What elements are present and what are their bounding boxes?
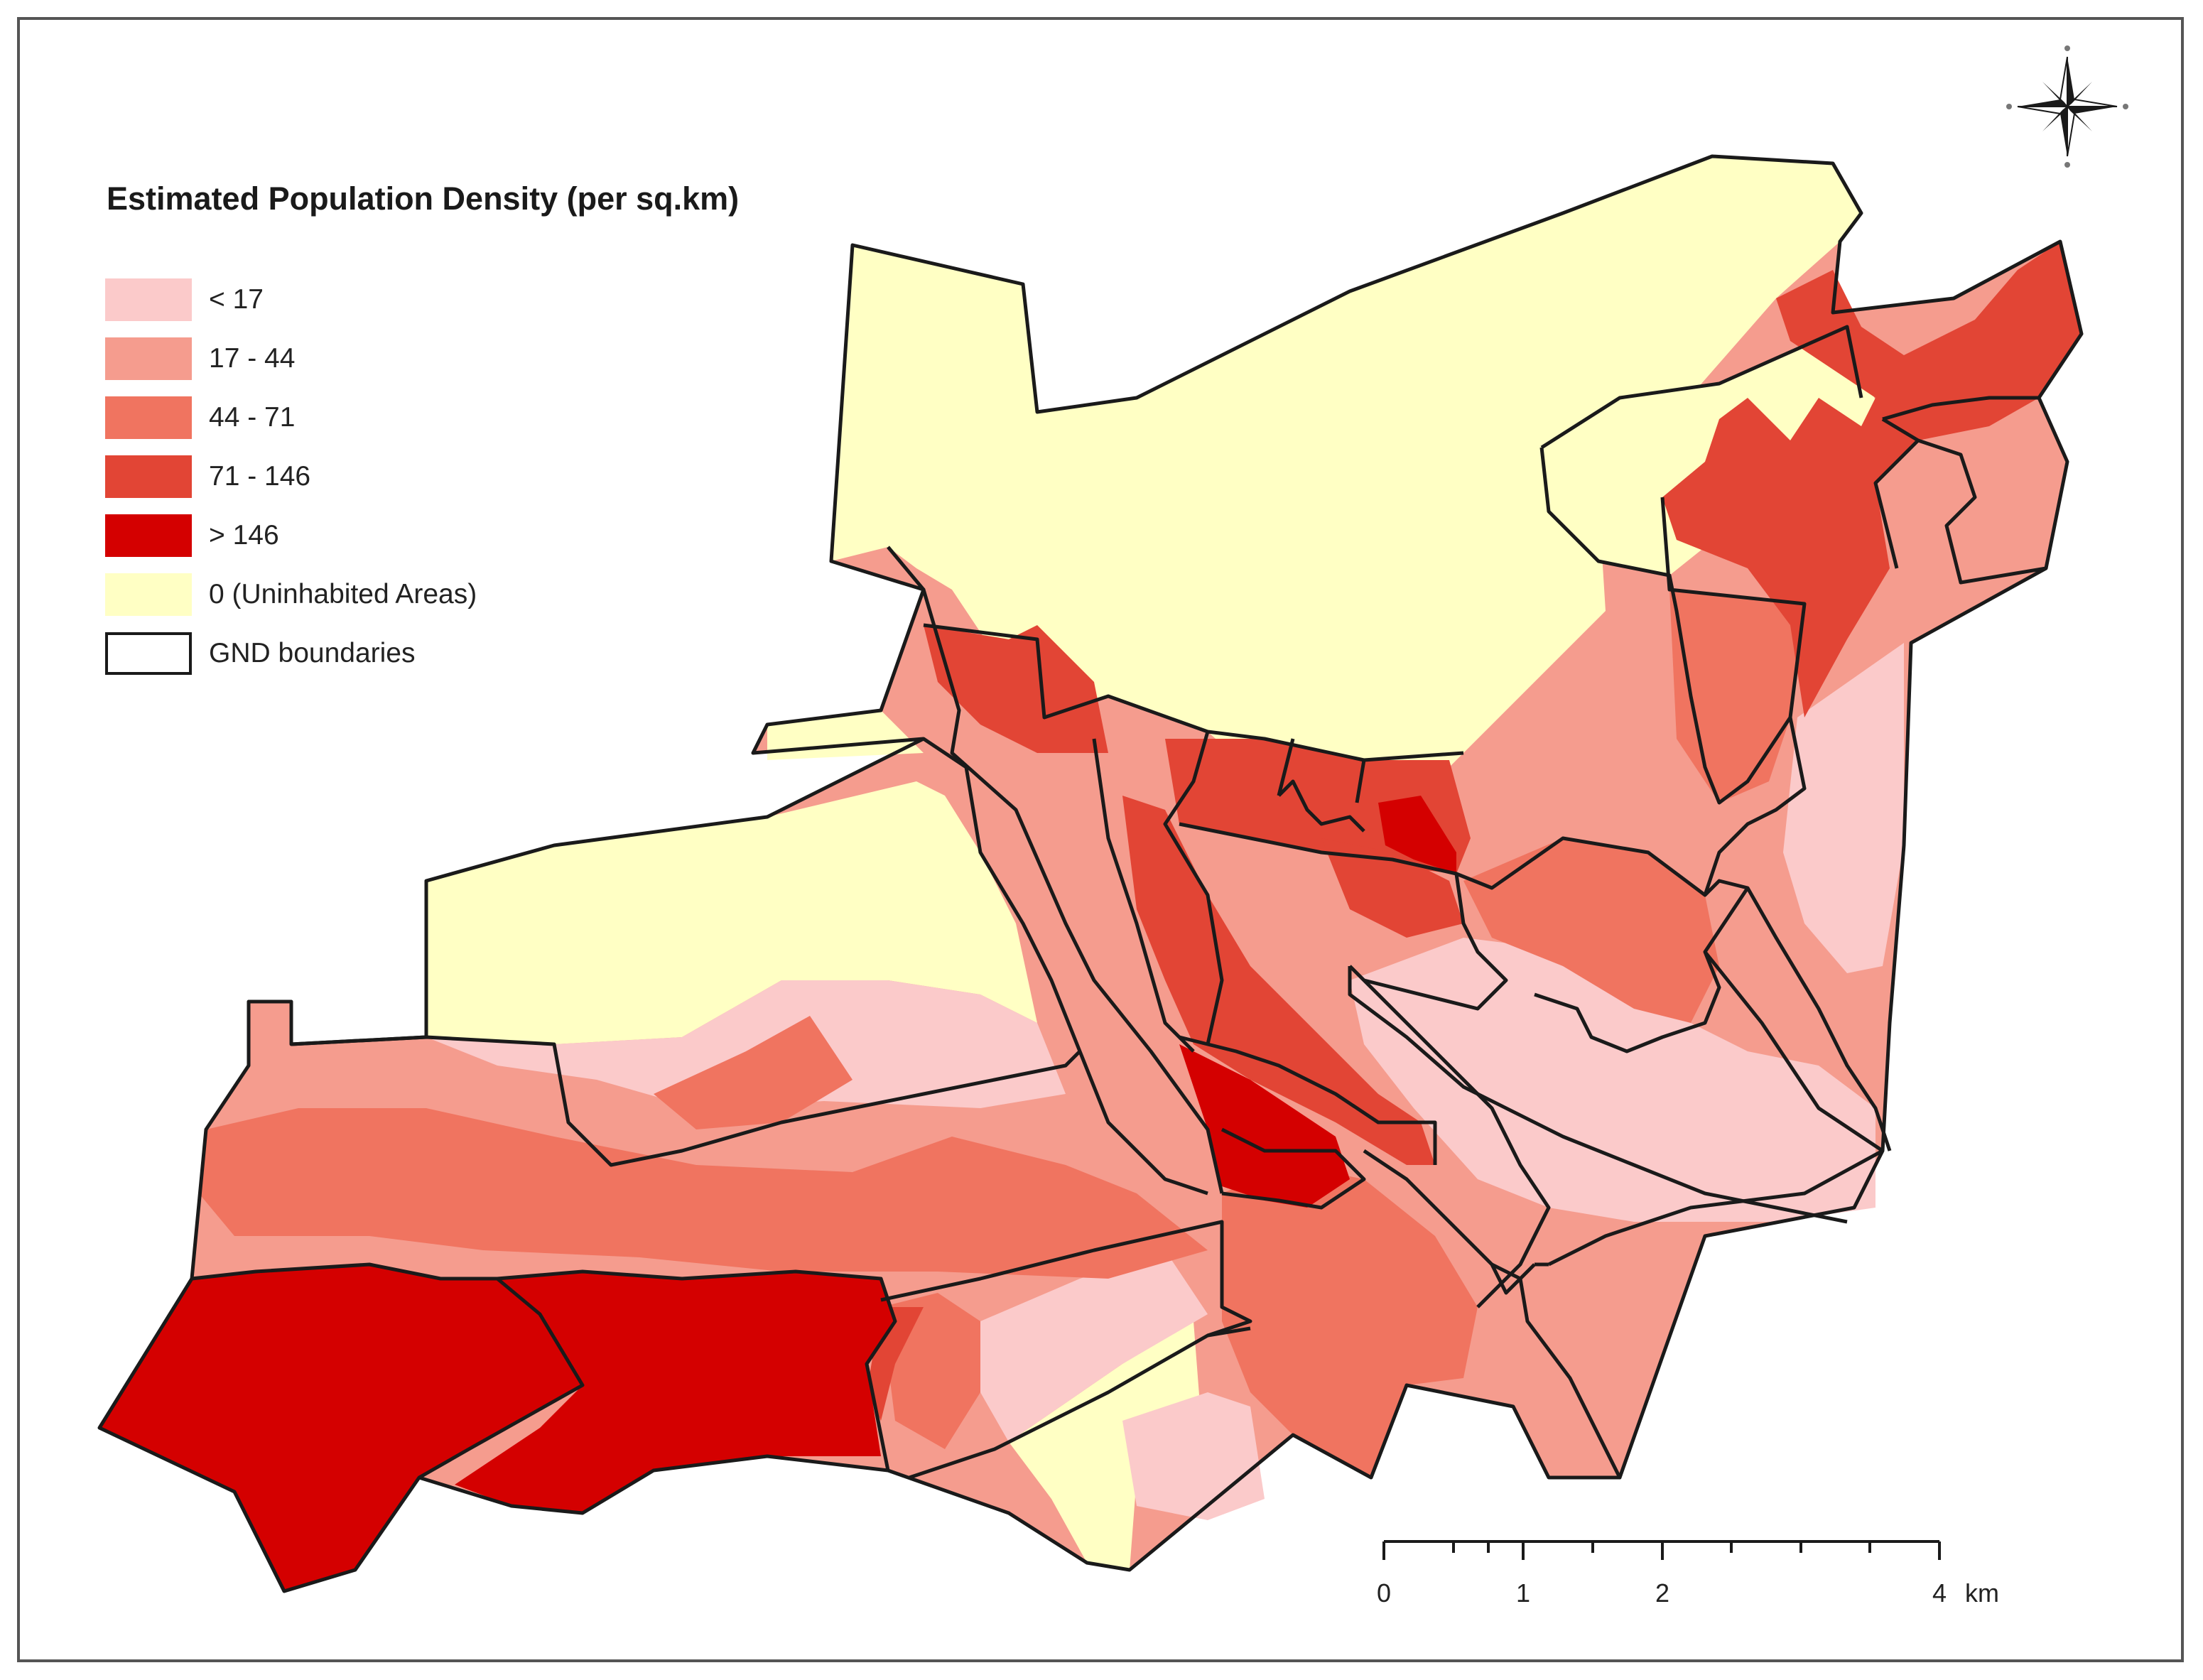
- boundary-line-4: [1163, 731, 1224, 1045]
- scale-bar: [1382, 1540, 1941, 1560]
- boundary-line-6: [1179, 822, 1508, 1011]
- legend-swatch-uninhabited: [105, 573, 192, 616]
- boundary-line-17: [1882, 396, 2047, 585]
- scale-label-1: 1: [1516, 1578, 1530, 1608]
- legend-label-gt146: > 146: [209, 520, 279, 551]
- density-lt17-east: [1350, 938, 1875, 1222]
- uninhabited-south: [1009, 1321, 1201, 1570]
- boundary-line-7: [1277, 738, 1366, 803]
- uninhabited-north: [831, 156, 1861, 817]
- boundary-line-2: [923, 623, 1464, 762]
- density-71-146-central-valley: [1122, 796, 1435, 1165]
- legend-label-lt17: < 17: [209, 284, 264, 315]
- density-gt146-central: [1179, 1044, 1350, 1208]
- compass-rose-icon: [2006, 45, 2128, 168]
- density-44-71-southwest-band: [199, 1108, 1208, 1279]
- legend-item-gt146: > 146: [105, 514, 602, 558]
- legend-item-gnd-boundaries: GND boundaries: [105, 632, 602, 676]
- boundary-line-10: [1348, 966, 1848, 1224]
- legend-label-71-146: 71 - 146: [209, 461, 311, 492]
- scale-label-0: 0: [1377, 1578, 1391, 1608]
- density-lt17-west: [426, 980, 1066, 1108]
- legend-label-gnd-boundaries: GND boundaries: [209, 638, 416, 668]
- density-71-146-northwest-strip: [924, 625, 1108, 753]
- legend-swatch-44-71: [105, 396, 192, 439]
- legend-label-44-71: 44 - 71: [209, 402, 296, 433]
- legend-swatch-gnd-boundaries: [105, 632, 192, 675]
- legend-swatch-17-44: [105, 337, 192, 380]
- legend-swatch-71-146: [105, 455, 192, 498]
- density-44-71-center: [654, 1016, 852, 1129]
- boundary-line-1: [887, 546, 1224, 1194]
- legend-item-17-44: 17 - 44: [105, 337, 602, 381]
- legend-item-lt17: < 17: [105, 278, 602, 323]
- density-gt146-south: [455, 1272, 895, 1513]
- scale-label-4: 4: [1932, 1578, 1947, 1608]
- boundary-line-21: [922, 737, 1208, 1196]
- boundary-line-11: [1179, 1035, 1437, 1165]
- boundary-line-12: [1220, 1127, 1366, 1210]
- density-44-71-southeast: [1222, 1165, 1478, 1478]
- boundary-line-22: [291, 1035, 1081, 1167]
- boundary-line-14: [1547, 1149, 1884, 1267]
- boundary-line-27: [1490, 1262, 1622, 1479]
- boundary-line-20: [1704, 950, 1884, 1153]
- legend-label-uninhabited: 0 (Uninhabited Areas): [209, 579, 477, 609]
- legend-item-44-71: 44 - 71: [105, 396, 602, 440]
- density-71-146-central-block: [1321, 838, 1463, 938]
- legend-item-uninhabited: 0 (Uninhabited Areas): [105, 573, 602, 617]
- density-lt17-south: [980, 1250, 1208, 1442]
- legend-label-17-44: 17 - 44: [209, 343, 296, 374]
- density-44-71-east-center: [1463, 838, 1719, 1023]
- scale-unit: km: [1965, 1578, 1999, 1608]
- outer-boundary: [97, 154, 2084, 1593]
- density-gt146-southwest: [99, 1264, 583, 1591]
- boundary-line-18: [1703, 717, 1807, 896]
- boundary-line-15: [1539, 447, 1807, 805]
- legend-title: Estimated Population Density (per sq.km): [107, 180, 740, 217]
- boundary-line-26: [909, 1326, 1251, 1480]
- boundary-line-3: [1092, 738, 1195, 1053]
- density-gt146-north-center: [1378, 796, 1456, 874]
- density-71-146-northeast: [1662, 242, 2082, 717]
- boundary-line-19: [1745, 887, 1892, 1151]
- boundary-line-25: [880, 1220, 1252, 1338]
- legend-item-71-146: 71 - 146: [105, 455, 602, 499]
- density-lt17-far-east: [1783, 643, 1904, 973]
- uninhabited-west: [426, 781, 1037, 1044]
- legend-swatch-lt17: [105, 278, 192, 321]
- boundary-line-24: [497, 1269, 897, 1471]
- boundary-line-5: [1277, 779, 1365, 833]
- gnd-boundaries: [97, 154, 2084, 1593]
- boundary-line-9: [1348, 965, 1551, 1308]
- legend-swatch-gt146: [105, 514, 192, 557]
- boundary-line-16: [1540, 325, 1920, 569]
- scale-label-2: 2: [1655, 1578, 1669, 1608]
